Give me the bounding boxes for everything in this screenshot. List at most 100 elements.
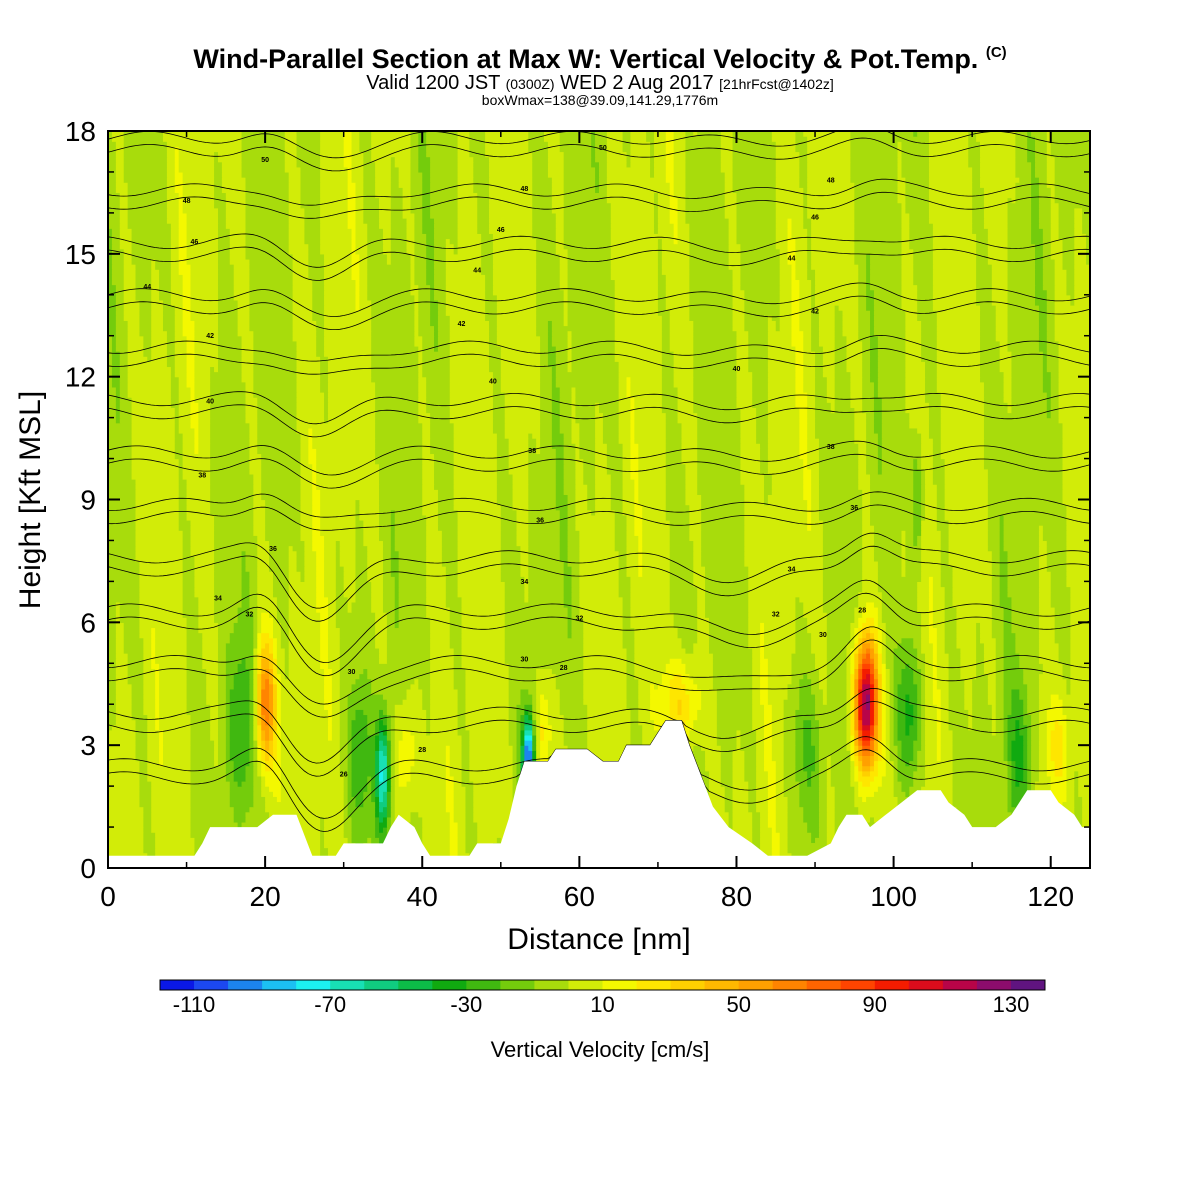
field-cell — [1050, 704, 1064, 710]
field-cell — [229, 724, 251, 731]
field-cell — [559, 525, 569, 531]
field-cell — [449, 745, 463, 751]
field-cell — [897, 760, 906, 767]
field-cell — [504, 612, 569, 618]
field-cell — [803, 806, 820, 813]
field-cell — [1011, 617, 1040, 623]
field-cell — [257, 663, 262, 669]
field-cell — [567, 514, 577, 521]
field-cell — [870, 765, 875, 772]
field-cell — [257, 555, 270, 562]
field-cell — [217, 745, 227, 751]
field-cell — [964, 704, 973, 710]
field-cell — [932, 606, 946, 613]
field-cell — [948, 724, 969, 731]
field-cell — [269, 693, 274, 700]
field-cell — [669, 535, 690, 542]
field-cell — [288, 658, 321, 664]
field-cell — [272, 571, 290, 577]
field-cell — [261, 647, 270, 654]
field-cell — [300, 463, 313, 470]
field-cell — [736, 729, 742, 736]
field-cell — [229, 801, 254, 808]
field-cell — [280, 755, 341, 762]
field-cell — [1007, 780, 1013, 787]
field-cell — [217, 683, 227, 690]
field-cell — [288, 545, 294, 552]
field-cell — [771, 489, 804, 495]
field-cell — [131, 688, 144, 695]
field-cell — [571, 627, 584, 634]
field-cell — [881, 601, 918, 608]
field-cell — [386, 724, 392, 731]
field-cell — [866, 617, 875, 623]
field-cell — [701, 550, 745, 557]
field-cell — [634, 479, 639, 485]
field-cell — [642, 509, 667, 516]
field-cell — [901, 535, 906, 542]
field-cell — [877, 704, 883, 710]
field-cell — [921, 463, 934, 470]
field-cell — [862, 740, 871, 746]
field-cell — [1003, 688, 1013, 695]
field-cell — [854, 647, 859, 654]
field-cell — [775, 816, 789, 823]
field-cell — [803, 673, 808, 680]
field-cell — [563, 586, 573, 593]
field-cell — [272, 765, 282, 772]
field-cell — [453, 647, 463, 654]
field-cell — [143, 663, 152, 669]
field-cell — [626, 678, 639, 685]
field-cell — [1070, 663, 1090, 669]
field-cell — [320, 663, 329, 669]
field-cell — [375, 811, 380, 818]
field-cell — [1062, 489, 1090, 495]
field-cell — [936, 484, 946, 490]
field-cell — [382, 770, 388, 777]
field-cell — [430, 647, 455, 654]
field-cell — [913, 504, 922, 511]
field-cell — [732, 765, 745, 772]
field-cell — [763, 489, 773, 495]
field-cell — [108, 647, 117, 654]
field-cell — [826, 658, 848, 664]
field-cell — [858, 740, 863, 746]
field-cell — [921, 714, 926, 721]
field-cell — [803, 473, 812, 480]
field-cell — [225, 678, 235, 685]
field-cell — [921, 540, 942, 547]
field-cell — [948, 683, 965, 690]
field-cell — [261, 719, 266, 726]
field-cell — [877, 729, 883, 736]
field-cell — [921, 612, 930, 618]
field-cell — [473, 786, 514, 792]
field-cell — [932, 617, 946, 623]
field-cell — [862, 816, 871, 823]
field-cell — [972, 683, 989, 690]
field-cell — [826, 632, 851, 639]
field-cell — [430, 622, 451, 629]
field-cell — [811, 775, 820, 782]
field-cell — [544, 693, 561, 700]
field-cell — [756, 740, 765, 746]
field-cell — [826, 693, 848, 700]
field-cell — [225, 714, 231, 721]
field-cell — [767, 663, 793, 669]
field-cell — [280, 719, 329, 726]
field-cell — [1058, 647, 1071, 654]
field-cell — [229, 755, 251, 762]
field-cell — [225, 745, 231, 751]
field-cell — [1007, 806, 1016, 813]
field-cell — [803, 740, 812, 746]
field-cell — [253, 642, 258, 649]
field-cell — [771, 847, 781, 854]
field-cell — [866, 647, 871, 654]
field-cell — [697, 591, 706, 598]
field-cell — [756, 791, 769, 797]
field-cell — [351, 745, 376, 751]
field-cell — [115, 632, 125, 639]
field-cell — [257, 699, 262, 705]
field-cell — [225, 704, 231, 710]
field-cell — [760, 688, 769, 695]
field-cell — [642, 525, 671, 531]
